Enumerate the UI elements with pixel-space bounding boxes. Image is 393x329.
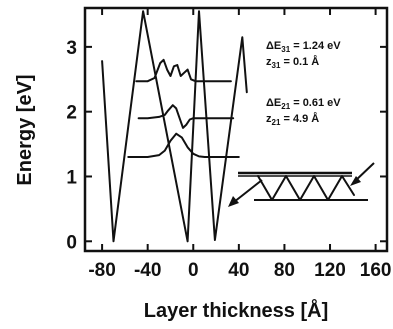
y-axis-title: Energy [eV] [14,74,36,185]
annotations: ΔE31 = 1.24 eV z31 = 0.1 Å ΔE21 = 0.61 e… [266,40,341,127]
x-axis: -80 -40 0 40 80 120 160 [88,8,391,281]
x-tick-label: -40 [134,260,161,281]
inset-zigzag-ray [257,175,355,201]
waveguide-inset [228,162,375,207]
wavefunction-line-1 [127,132,240,158]
conduction-band-line [101,10,248,243]
x-tick-label: 160 [360,260,392,281]
annotation-delta-e21: ΔE21 = 0.61 eV [266,97,341,111]
series-layer [101,10,248,243]
x-tick-label: 80 [274,260,295,281]
y-tick-label: 0 [66,232,77,253]
annotation-z31: z31 = 0.1 Å [266,55,319,70]
plot-frame [83,6,389,253]
wavefunction-line-3 [135,58,232,83]
x-tick-label: 0 [188,260,199,281]
inset-output-arrowhead [228,196,239,207]
y-tick-label: 2 [66,103,77,124]
y-tick-label: 1 [66,167,77,188]
x-axis-title: Layer thickness [Å] [144,298,329,322]
annotation-z21: z21 = 4.9 Å [266,112,319,127]
inset-input-arrowhead [350,176,361,186]
x-tick-label: 40 [228,260,249,281]
inset-output-ray [233,179,263,203]
x-tick-label: -80 [88,260,115,281]
annotation-delta-e31: ΔE31 = 1.24 eV [266,40,341,54]
y-axis: 0 1 2 3 [66,38,387,253]
y-tick-label: 3 [66,38,77,59]
x-tick-label: 120 [314,260,346,281]
wavefunction-line-2 [137,104,235,129]
